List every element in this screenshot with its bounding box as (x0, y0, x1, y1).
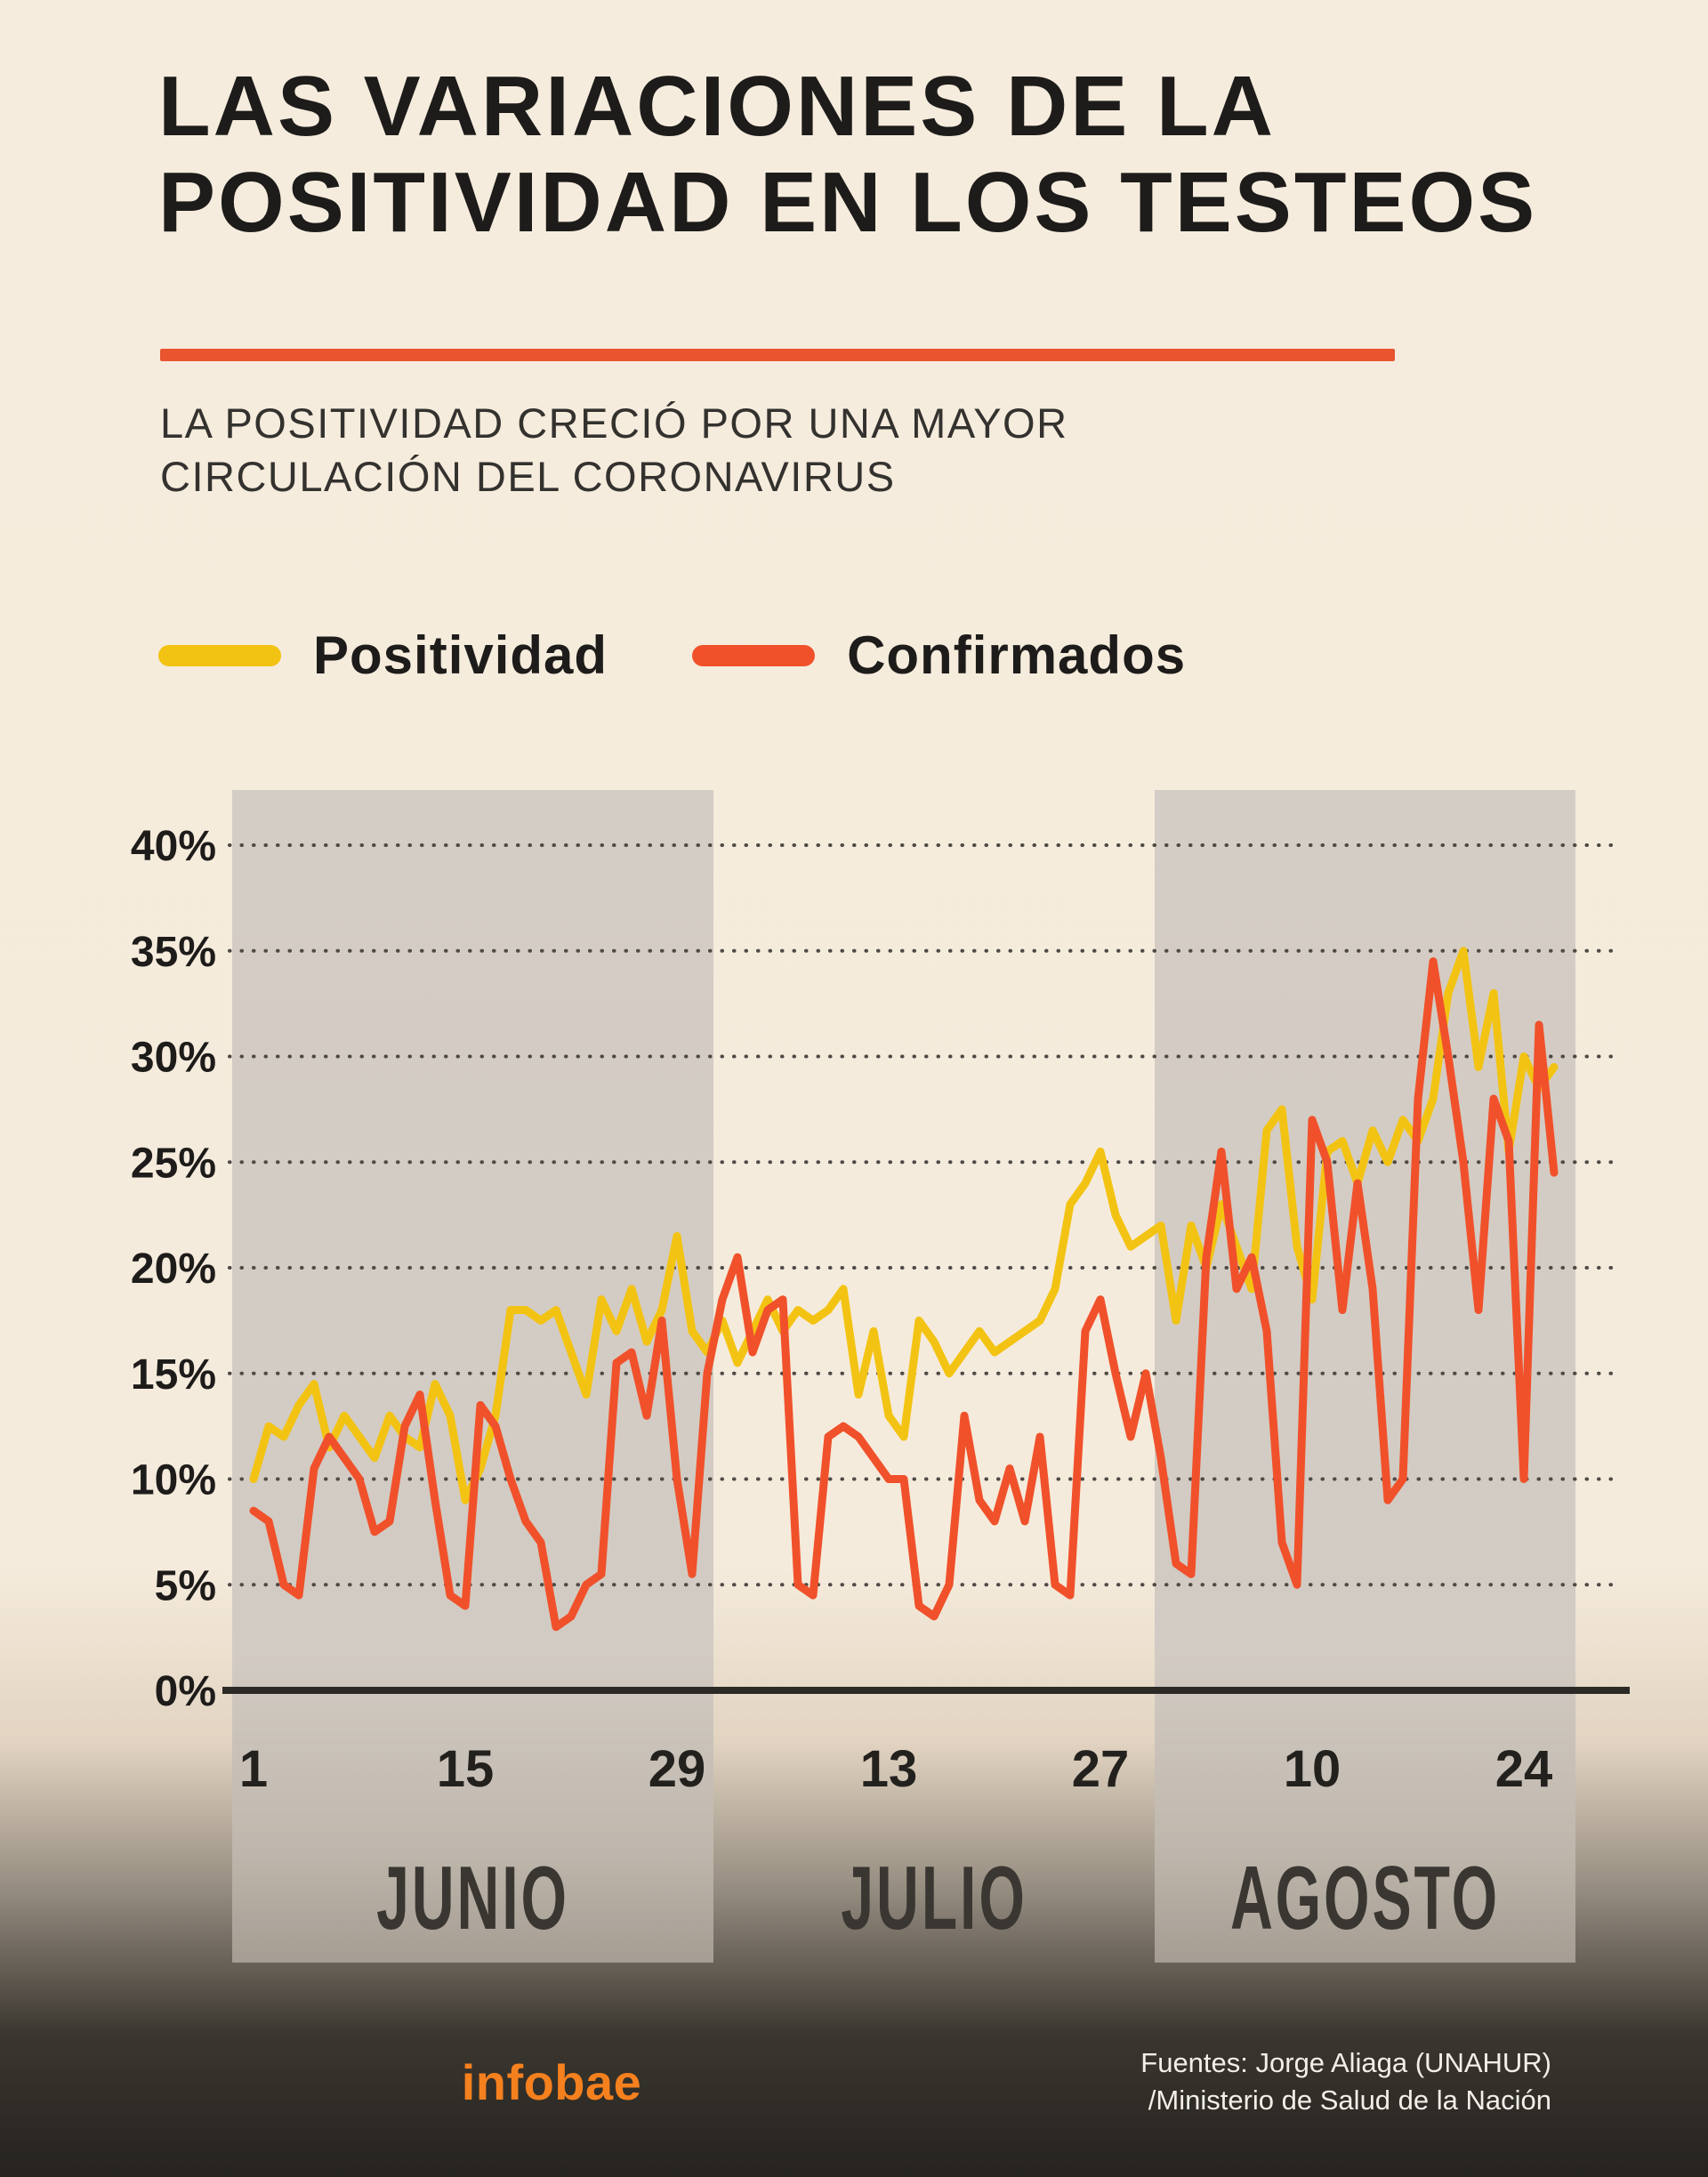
confirmados-swatch-icon (692, 644, 816, 666)
sources-line2: /Ministerio de Salud de la Nación (1148, 2084, 1551, 2116)
y-axis-label-15: 15% (131, 1351, 216, 1399)
legend-item-confirmados: Confirmados (692, 625, 1186, 686)
positividad-swatch-icon (158, 644, 281, 666)
page-subtitle-line2: CIRCULACIÓN DEL CORONAVIRUS (160, 453, 896, 501)
x-axis-label-27: 27 (1072, 1740, 1130, 1798)
y-axis-label-30: 30% (131, 1035, 216, 1082)
positividad-legend-label: Positividad (313, 625, 608, 685)
sources-line1: Fuentes: Jorge Aliaga (UNAHUR) (1140, 2047, 1551, 2078)
chart-legend: Positividad Confirmados (158, 625, 1186, 686)
y-axis-label-35: 35% (131, 929, 216, 976)
sources-note: Fuentes: Jorge Aliaga (UNAHUR) /Minister… (1140, 2044, 1551, 2119)
page-subtitle: LA POSITIVIDAD CRECIÓ POR UNA MAYOR CIRC… (160, 397, 1139, 504)
y-axis-label-25: 25% (131, 1140, 216, 1187)
page-title: LAS VARIACIONES DE LA POSITIVIDAD EN LOS… (158, 59, 1599, 252)
page-subtitle-line1: LA POSITIVIDAD CRECIÓ POR UNA MAYOR (160, 399, 1068, 447)
month-band-agosto (1155, 790, 1575, 1963)
title-accent-rule (160, 349, 1395, 361)
page-title-line2: POSITIVIDAD EN LOS TESTEOS (158, 155, 1538, 251)
month-label-julio: JULIO (841, 1849, 1027, 1948)
page-title-line1: LAS VARIACIONES DE LA (158, 59, 1276, 154)
confirmados-line (249, 957, 1559, 1632)
y-axis-label-0: 0% (155, 1668, 216, 1715)
x-axis-label-10: 10 (1284, 1740, 1341, 1798)
x-axis-label-1: 1 (239, 1740, 268, 1798)
x-axis-label-29: 29 (649, 1740, 706, 1798)
y-axis-label-10: 10% (131, 1457, 216, 1504)
month-label-junio: JUNIO (376, 1849, 569, 1948)
x-axis-label-24: 24 (1495, 1740, 1553, 1798)
month-label-agosto: AGOSTO (1230, 1849, 1500, 1948)
legend-item-positividad: Positividad (158, 625, 608, 686)
y-axis-label-40: 40% (131, 823, 216, 870)
y-axis-label-5: 5% (155, 1562, 216, 1609)
x-axis-label-13: 13 (860, 1740, 918, 1798)
confirmados-legend-label: Confirmados (847, 625, 1187, 685)
y-axis-label-20: 20% (131, 1246, 216, 1293)
infobae-logo: infobae (461, 2054, 642, 2110)
x-axis-label-15: 15 (437, 1740, 495, 1798)
